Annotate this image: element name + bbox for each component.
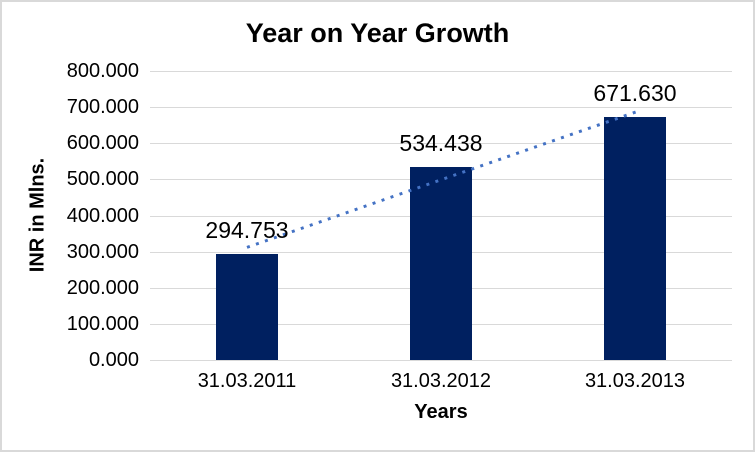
x-tick-label: 31.03.2013 xyxy=(584,370,686,392)
x-axis-title: Years xyxy=(414,401,468,423)
y-tick-label: 400.000 xyxy=(66,204,139,227)
y-tick-label: 500.000 xyxy=(66,168,139,191)
gridline xyxy=(150,71,732,72)
trendline xyxy=(246,109,639,249)
bar-value-label: 671.630 xyxy=(593,80,677,107)
y-tick-label: 800.000 xyxy=(66,60,139,82)
trendline-path xyxy=(246,109,639,249)
bar xyxy=(604,117,666,360)
y-tick-label: 700.000 xyxy=(66,96,139,119)
x-tick-label: 31.03.2012 xyxy=(390,370,492,392)
y-tick-label: 0.000 xyxy=(88,349,139,371)
bar-value-label: 534.438 xyxy=(399,129,483,156)
bar xyxy=(410,166,472,360)
x-tick-label: 31.03.2011 xyxy=(197,370,297,392)
gridline xyxy=(150,107,732,109)
chart-title: Year on Year Growth xyxy=(245,18,510,48)
gridline xyxy=(150,143,732,145)
bar xyxy=(216,253,278,360)
y-tick-label: 600.000 xyxy=(66,132,139,155)
bar-value-label: 294.753 xyxy=(205,216,289,243)
gridline xyxy=(150,360,732,361)
y-tick-label: 200.000 xyxy=(66,276,139,299)
y-tick-label: 100.000 xyxy=(66,312,139,335)
y-tick-label: 300.000 xyxy=(66,240,139,263)
